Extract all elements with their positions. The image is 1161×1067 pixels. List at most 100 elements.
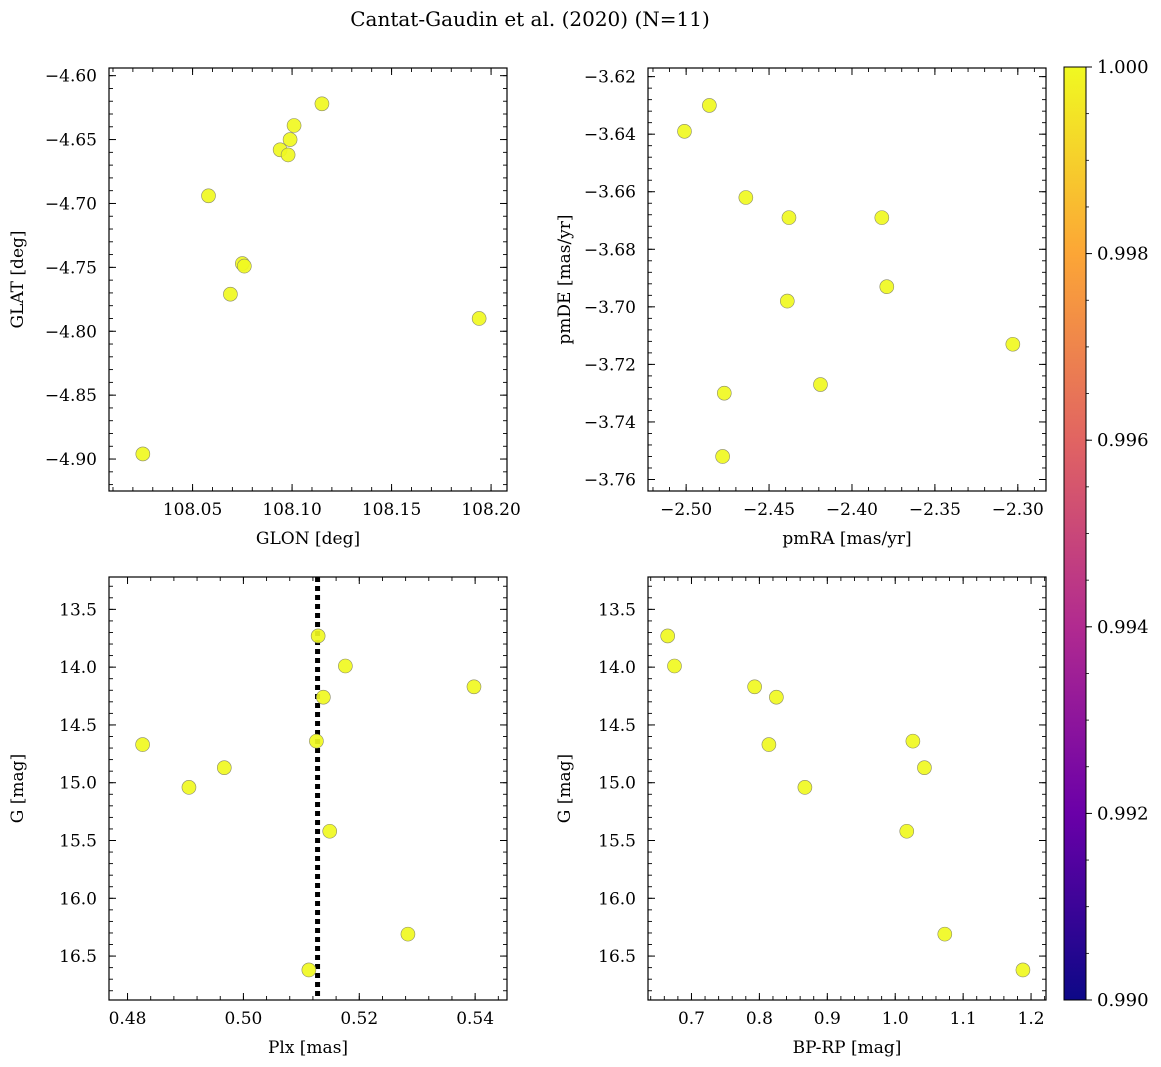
- data-point: [181, 780, 197, 795]
- axes-frame: [647, 67, 1047, 492]
- x-tick-label: 108.20: [461, 500, 520, 520]
- data-point: [201, 188, 216, 204]
- x-tick-label: 0.50: [224, 1009, 262, 1029]
- data-point: [301, 962, 317, 978]
- x-tick-label: 108.15: [362, 500, 421, 520]
- y-tick-label: −4.80: [45, 322, 97, 342]
- data-point: [937, 926, 953, 942]
- data-point: [309, 733, 324, 749]
- data-point: [738, 190, 754, 205]
- data-point: [310, 628, 326, 644]
- y-tick-label: −4.70: [45, 194, 97, 214]
- figure-title: Cantat-Gaudin et al. (2020) (N=11): [350, 7, 710, 31]
- data-point: [1005, 336, 1021, 352]
- y-tick-label: −4.75: [45, 258, 97, 278]
- data-point: [314, 96, 330, 112]
- y-tick-label: −3.68: [584, 240, 636, 260]
- data-point: [135, 737, 150, 752]
- y-tick-label: −4.90: [45, 450, 97, 470]
- data-point: [286, 118, 302, 133]
- data-point: [899, 823, 915, 839]
- x-axis-label: Plx [mas]: [268, 1038, 348, 1058]
- x-tick-label: 0.8: [746, 1009, 773, 1029]
- y-tick-label: −3.66: [584, 183, 636, 203]
- data-point: [779, 293, 795, 309]
- x-tick-label: −2.30: [992, 500, 1044, 520]
- y-tick-label: −4.85: [45, 386, 97, 406]
- data-point: [1015, 962, 1031, 978]
- y-tick-label: 14.0: [598, 658, 636, 678]
- y-tick-label: 16.0: [598, 889, 636, 909]
- axes-frame: [108, 576, 508, 1001]
- panel-pmra-pmde: −2.50 −2.45 −2.40 −2.35 −2.30 −3.62 −3.64 −3.66…: [555, 67, 1047, 549]
- y-tick-label: 15.0: [59, 774, 97, 794]
- panel-glon-glat: 108.05 108.10 108.15 108.20 −4.60 −4.65 −4.70 −…: [8, 67, 521, 549]
- data-point: [781, 210, 797, 225]
- y-tick-label: 15.5: [59, 832, 97, 852]
- x-tick-label: 0.54: [456, 1009, 494, 1029]
- data-point: [715, 449, 730, 464]
- data-point: [316, 689, 331, 705]
- x-tick-label: 0.48: [109, 1009, 147, 1029]
- data-point: [400, 926, 416, 942]
- data-point: [769, 689, 784, 705]
- x-tick-label: −2.40: [826, 500, 878, 520]
- colorbar-tick-label: 0.994: [1097, 617, 1149, 638]
- y-tick-label: −3.76: [584, 470, 636, 490]
- x-tick-label: 0.52: [340, 1009, 378, 1029]
- data-point: [716, 385, 732, 401]
- y-tick-label: 14.5: [598, 716, 636, 736]
- x-tick-label: 1.2: [1018, 1009, 1045, 1029]
- panel-bprp-g: 0.7 0.8 0.9 1.0 1.1 1.2 13.5 14.0 14.5 15.0 15.5 16…: [555, 576, 1047, 1058]
- data-point: [702, 98, 717, 113]
- data-point: [471, 311, 487, 326]
- colorbar-tick-label: 1.000: [1097, 57, 1149, 78]
- colorbar-bar: [1063, 66, 1087, 1001]
- y-tick-label: 14.0: [59, 658, 97, 678]
- panels-group: 108.05 108.10 108.15 108.20 −4.60 −4.65 −4.70 −…: [8, 67, 1047, 1058]
- x-axis-label: GLON [deg]: [256, 529, 360, 549]
- y-tick-label: 13.5: [598, 600, 636, 620]
- x-tick-label: 1.0: [882, 1009, 909, 1029]
- y-tick-label: 15.0: [598, 774, 636, 794]
- y-tick-label: 14.5: [59, 716, 97, 736]
- x-tick-label: 0.9: [814, 1009, 841, 1029]
- y-tick-label: 16.5: [598, 947, 636, 967]
- data-point: [237, 258, 252, 274]
- data-point: [747, 679, 762, 695]
- y-tick-label: −3.62: [584, 68, 636, 88]
- y-axis-label: G [mag]: [555, 754, 575, 823]
- axes-frame: [647, 576, 1047, 1001]
- data-point: [466, 679, 482, 695]
- y-axis-label: G [mag]: [8, 754, 28, 823]
- colorbar-tick-label: 0.996: [1097, 430, 1149, 451]
- x-tick-label: 1.1: [950, 1009, 977, 1029]
- data-point: [879, 279, 895, 294]
- axes-frame: [108, 67, 508, 492]
- colorbar: 0.990 0.992 0.994 0.996 0.998 1.000: [1063, 57, 1149, 1011]
- data-point: [223, 286, 238, 302]
- data-point: [216, 760, 232, 775]
- data-point: [905, 733, 921, 749]
- x-tick-label: −2.50: [660, 500, 712, 520]
- y-tick-label: 16.5: [59, 947, 97, 967]
- data-point: [322, 823, 338, 839]
- colorbar-tick-label: 0.990: [1097, 990, 1149, 1011]
- data-point: [667, 658, 682, 674]
- y-tick-label: −3.72: [584, 355, 636, 375]
- data-point: [813, 377, 828, 392]
- y-axis-label: GLAT [deg]: [8, 230, 28, 328]
- x-tick-label: 0.7: [678, 1009, 705, 1029]
- colorbar-tick-label: 0.998: [1097, 244, 1149, 265]
- data-point: [135, 446, 151, 462]
- data-point: [797, 780, 813, 795]
- y-tick-label: 15.5: [598, 832, 636, 852]
- y-tick-label: −3.70: [584, 298, 636, 318]
- y-tick-label: −4.65: [45, 131, 97, 151]
- y-axis-label: pmDE [mas/yr]: [555, 214, 575, 344]
- data-point: [874, 210, 890, 225]
- x-tick-label: −2.45: [743, 500, 795, 520]
- data-point: [282, 132, 298, 147]
- data-point: [677, 124, 692, 139]
